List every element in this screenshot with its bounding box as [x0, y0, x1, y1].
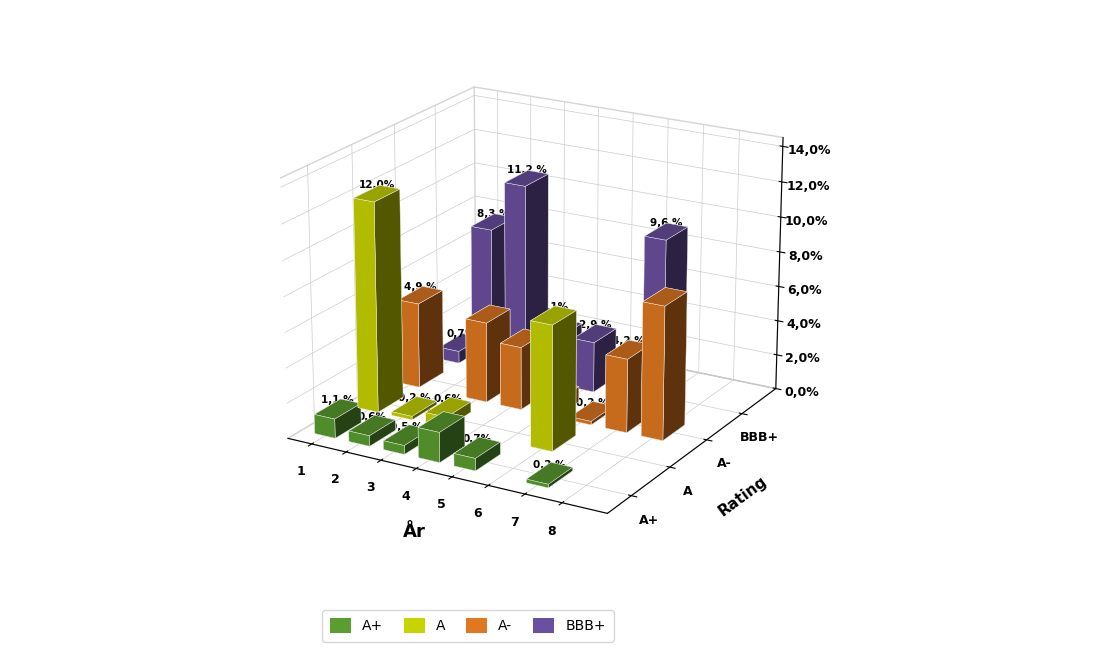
Y-axis label: Rating: Rating [716, 473, 770, 519]
X-axis label: År: År [403, 523, 426, 541]
Legend: A+, A, A-, BBB+: A+, A, A-, BBB+ [322, 610, 614, 641]
